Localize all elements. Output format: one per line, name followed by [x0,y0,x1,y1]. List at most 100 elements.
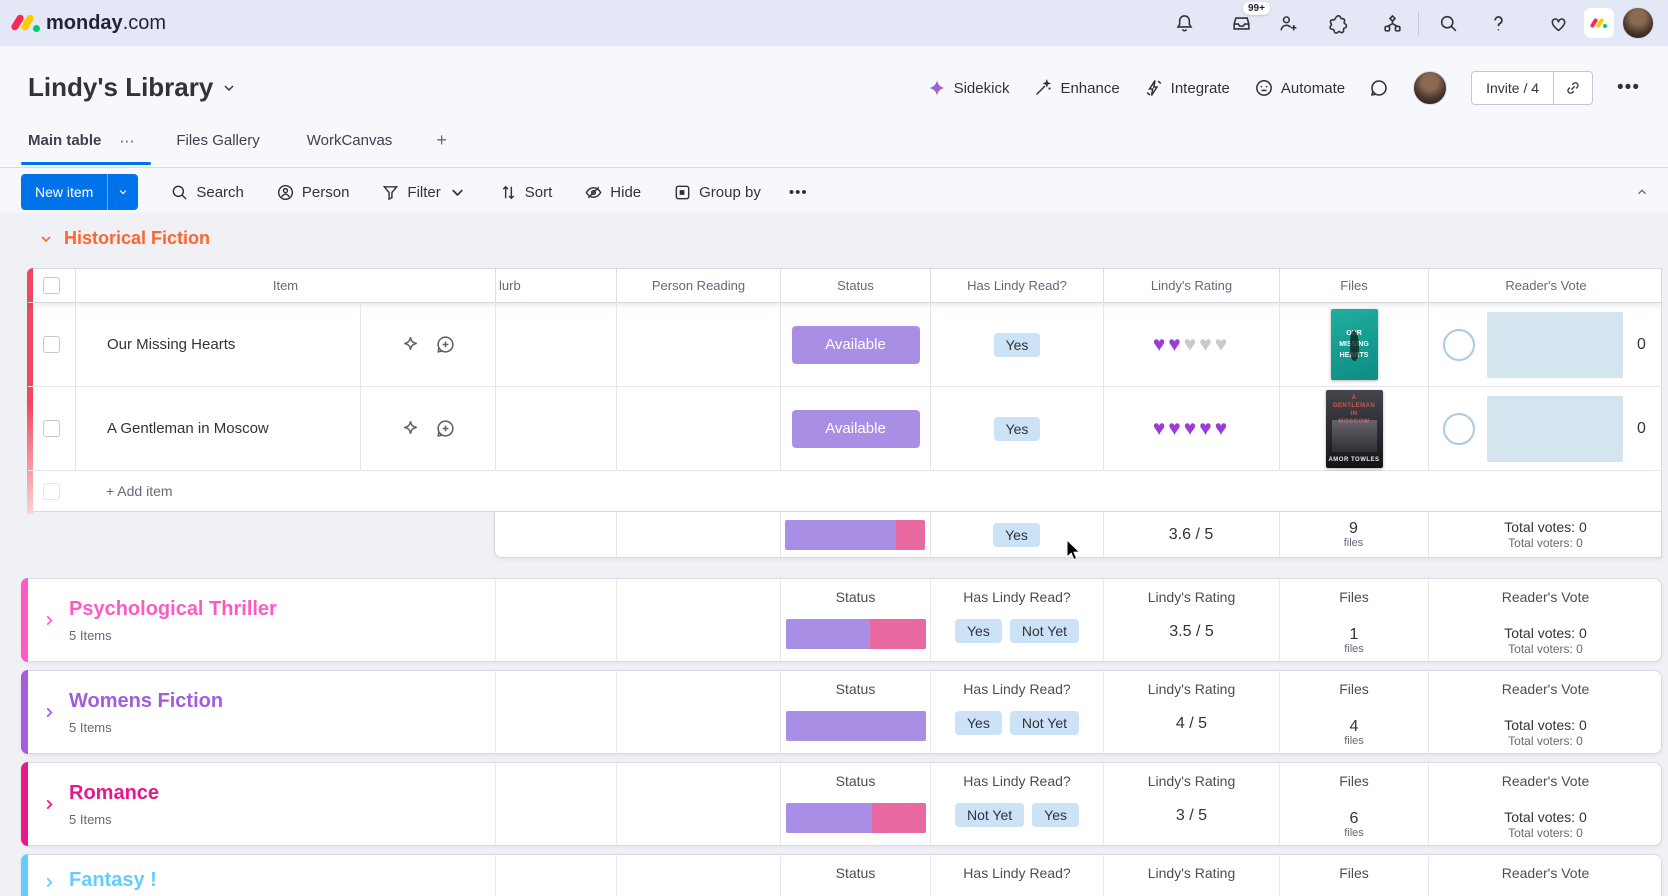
board-title[interactable]: Lindy's Library [28,72,214,102]
hide-button[interactable]: Hide [584,183,641,202]
collapsed-read-column[interactable]: Has Lindy Read? [930,855,1103,896]
book-cover-thumbnail[interactable]: A GENTLEMAN IN MOSCOW AMOR TOWLES [1325,389,1383,468]
group-title[interactable]: Fantasy ! [69,869,157,891]
vote-area[interactable] [1487,311,1623,378]
new-item-chevron[interactable] [108,174,138,210]
column-header-status[interactable]: Status [780,269,930,302]
collapsed-status-column[interactable]: Status [780,671,930,753]
enhance-label: Enhance [1060,79,1120,97]
collapsed-read-column[interactable]: Has Lindy Read? Yes Not Yet [930,579,1103,661]
board-title-chevron-icon[interactable] [221,80,237,96]
has-read-cell[interactable]: Yes [930,387,1103,470]
group-title[interactable]: Psychological Thriller [69,597,277,620]
item-name[interactable]: Our Missing Hearts [75,303,360,386]
group-title[interactable]: Womens Fiction [69,689,224,712]
inbox-icon[interactable] [1229,11,1253,35]
tab-workcanvas[interactable]: WorkCanvas [306,132,393,149]
group-collapse-chevron-icon[interactable] [38,231,54,247]
vote-toggle[interactable] [1443,328,1475,361]
board-more-button[interactable]: ••• [1617,77,1640,98]
group-expand-chevron-icon[interactable] [42,613,57,628]
automate-button[interactable]: Automate [1254,78,1345,98]
column-header-person-reading[interactable]: Person Reading [616,269,780,302]
invite-members-icon[interactable] [1276,11,1300,35]
row-checkbox[interactable] [43,420,60,437]
collapsed-read-column[interactable]: Has Lindy Read? Not Yet Yes [930,763,1103,845]
user-avatar[interactable] [1622,7,1654,39]
board-owner-avatar[interactable] [1413,71,1448,105]
search-tool-button[interactable]: Search [170,183,244,202]
group-expand-chevron-icon[interactable] [42,705,57,720]
monday-home-chip[interactable] [1584,8,1614,38]
collapse-header-button[interactable] [1628,178,1656,206]
group-title[interactable]: Historical Fiction [64,228,211,248]
group-expand-chevron-icon[interactable] [42,797,57,812]
favorites-heart-icon[interactable] [1546,11,1570,35]
column-header-files[interactable]: Files [1279,269,1428,302]
collapsed-status-column[interactable]: Status [780,855,930,896]
apps-marketplace-icon[interactable] [1326,11,1350,35]
ai-sparkle-icon[interactable] [400,334,421,355]
group-title[interactable]: Romance [69,781,160,804]
column-header-lindys-rating[interactable]: Lindy's Rating [1103,269,1279,302]
column-header-readers-vote[interactable]: Reader's Vote [1428,269,1663,302]
blurb-cell[interactable] [495,387,616,470]
person-reading-cell[interactable] [616,387,780,470]
add-view-button[interactable]: + [436,130,447,150]
collapsed-status-column[interactable]: Status [780,579,930,661]
toolbar-more-button[interactable]: ••• [788,183,808,201]
copy-link-button[interactable] [1554,72,1592,104]
product-switcher-icon[interactable] [1380,11,1404,35]
board-chat-button[interactable] [1369,78,1389,98]
new-item-button[interactable]: New item [21,174,139,210]
search-icon[interactable] [1436,11,1460,35]
summary-status-bar-cell[interactable] [780,512,930,557]
person-reading-cell[interactable] [616,303,780,386]
tab-files-gallery[interactable]: Files Gallery [176,132,260,149]
item-name[interactable]: A Gentleman in Moscow [75,387,360,470]
search-icon [172,185,188,200]
person-icon [277,184,293,200]
ai-sparkle-icon[interactable] [400,418,421,439]
invite-button[interactable]: Invite / 4 [1472,72,1555,104]
rating-cell[interactable]: ♥♥♥♥♥ [1103,387,1279,470]
add-update-icon[interactable] [435,418,456,439]
vote-area[interactable] [1487,395,1623,462]
select-all-checkbox[interactable] [43,277,60,294]
vote-toggle[interactable] [1443,412,1475,445]
add-update-icon[interactable] [435,334,456,355]
group-item-count: 5 Items [69,719,112,735]
collapsed-read-column[interactable]: Has Lindy Read? Yes Not Yet [930,671,1103,753]
has-read-cell[interactable]: Yes [930,303,1103,386]
active-tab-underline [21,162,151,165]
collapsed-status-column[interactable]: Status [780,763,930,845]
column-header-item[interactable]: Item [75,269,495,302]
column-header-blurb[interactable]: lurb [495,269,616,302]
help-icon[interactable] [1486,11,1510,35]
column-header-has-lindy-read[interactable]: Has Lindy Read? [930,269,1103,302]
group-by-button[interactable]: Group by [673,183,761,202]
enhance-button[interactable]: Enhance [1033,78,1120,98]
tab-main-table-more[interactable]: ⋯ [119,132,135,150]
status-cell[interactable]: Available [780,303,930,386]
summary-read-cell[interactable]: Yes [930,512,1103,557]
monday-logo[interactable]: monday.com [10,12,166,35]
filter-button[interactable]: Filter [381,183,466,202]
files-cell[interactable]: A GENTLEMAN IN MOSCOW AMOR TOWLES [1279,387,1428,470]
sort-button[interactable]: Sort [499,183,552,202]
integrate-button[interactable]: Integrate [1144,78,1230,98]
collapsed-vote-column: Reader's Vote Total votes: 0 Total voters… [1428,579,1662,661]
book-cover-thumbnail[interactable]: OUR MISSING HEARTS [1330,309,1378,380]
status-cell[interactable]: Available [780,387,930,470]
person-filter-button[interactable]: Person [276,183,349,202]
notifications-bell-icon[interactable] [1172,11,1196,35]
group-expand-chevron-icon[interactable] [42,875,57,890]
tab-main-table[interactable]: Main table [28,132,102,149]
blurb-cell[interactable] [495,303,616,386]
sidekick-button[interactable]: Sidekick [927,78,1009,98]
files-cell[interactable]: OUR MISSING HEARTS [1279,303,1428,386]
add-item-row[interactable]: + Add item [28,471,1661,511]
filter-label: Filter [407,183,441,201]
row-checkbox[interactable] [43,336,60,353]
rating-cell[interactable]: ♥♥♥♥♥ [1103,303,1279,386]
